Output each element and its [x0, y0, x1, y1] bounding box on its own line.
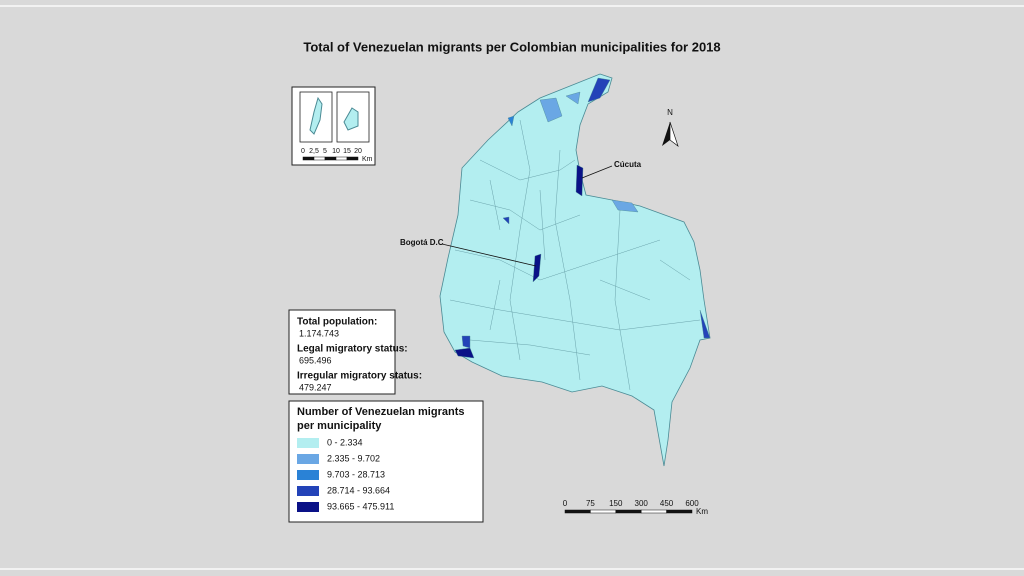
- scale-tick-label: 75: [586, 499, 595, 508]
- scale-unit: Km: [696, 507, 708, 516]
- scale-segment: [590, 509, 617, 514]
- legend-label: 0 - 2.334: [327, 437, 363, 447]
- scale-tick-label: 10: [332, 148, 340, 155]
- legend-swatch: [297, 502, 319, 512]
- north-arrow: [662, 122, 670, 146]
- scale-segment: [324, 156, 337, 161]
- scale-tick-label: 5: [323, 148, 327, 155]
- north-arrow: [669, 121, 679, 147]
- map-patch: [507, 115, 515, 127]
- map-patch: [611, 199, 639, 213]
- map-patch: [532, 253, 542, 283]
- map-patch: [454, 347, 475, 359]
- scale-tick-label: 20: [354, 148, 362, 155]
- scale-segment: [313, 156, 326, 161]
- stat-value: 695.496: [299, 355, 332, 365]
- scale-segment: [640, 509, 667, 514]
- scale-segment: [666, 509, 693, 514]
- legend-swatch: [297, 454, 319, 464]
- class-patches: [454, 77, 711, 359]
- stat-value: 479.247: [299, 382, 332, 392]
- north-label: N: [667, 108, 673, 117]
- place-label: Bogotá D.C: [400, 238, 444, 247]
- legend-swatch: [297, 438, 319, 448]
- legend-box: [288, 400, 484, 523]
- legend-swatch: [297, 470, 319, 480]
- map-patch: [575, 164, 584, 197]
- scale-tick-label: 0: [563, 499, 568, 508]
- map-patch: [539, 97, 563, 123]
- place-label: Cúcuta: [614, 160, 642, 169]
- stat-label: Legal migratory status:: [297, 344, 408, 355]
- island: [343, 107, 359, 131]
- legend-label: 9.703 - 28.713: [327, 469, 385, 479]
- legend-label: 93.665 - 475.911: [327, 501, 394, 511]
- scale-tick-label: 2,5: [309, 148, 319, 155]
- scale-unit: Km: [362, 156, 373, 163]
- stats: Total population:1.174.743 Legal migrator…: [297, 317, 422, 393]
- legend-title: Number of Venezuelan migrants per municip…: [297, 406, 464, 432]
- map-title: Total of Venezuelan migrants per Colombi…: [303, 39, 720, 54]
- scale-tick-label: 300: [635, 499, 649, 508]
- island: [309, 96, 323, 135]
- legend: 0 - 2.334 2.335 - 9.702 9.703 - 28.713 28.7…: [297, 437, 394, 512]
- stat-value: 1.174.743: [299, 328, 339, 338]
- stat-label: Irregular migratory status:: [297, 371, 422, 382]
- legend-title-line: Number of Venezuelan migrants: [297, 406, 464, 418]
- scale-segment: [302, 156, 315, 161]
- scale-tick-label: 15: [343, 148, 351, 155]
- scale-tick-label: 450: [660, 499, 674, 508]
- scale-tick-label: 0: [301, 148, 305, 155]
- scale-segment: [615, 509, 642, 514]
- legend-label: 2.335 - 9.702: [327, 453, 380, 463]
- inset-frame: [299, 91, 333, 143]
- scale-segment: [564, 509, 591, 514]
- map-patch: [699, 309, 711, 339]
- scale-tick-label: 600: [685, 499, 699, 508]
- map-patch: [461, 335, 471, 349]
- stat-label: Total population:: [297, 317, 377, 328]
- legend-label: 28.714 - 93.664: [327, 485, 390, 495]
- legend-swatch: [297, 486, 319, 496]
- municipal-borders: [449, 119, 701, 391]
- map-patch: [587, 77, 611, 103]
- map-patch: [502, 216, 510, 225]
- scale-segment: [335, 156, 348, 161]
- inset-box: [291, 86, 376, 166]
- inset-frame: [336, 91, 370, 143]
- callout-line: [441, 243, 537, 267]
- stats-box: [288, 309, 396, 395]
- legend-title-line: per municipality: [297, 420, 382, 432]
- scale-segment: [346, 156, 359, 161]
- map-patch: [565, 91, 581, 105]
- scale-tick-label: 150: [609, 499, 623, 508]
- callout-line: [581, 165, 613, 179]
